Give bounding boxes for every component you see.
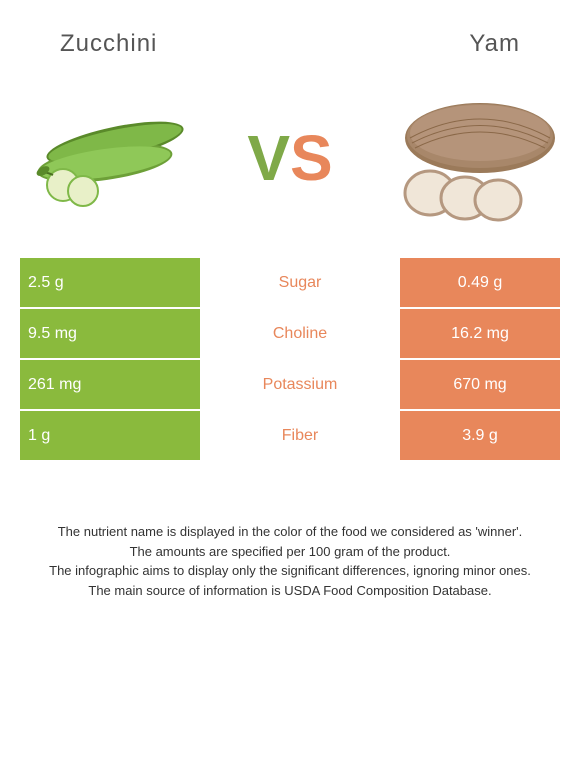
left-value-cell: 1 g (20, 411, 200, 460)
table-row: 1 g Fiber 3.9 g (20, 411, 560, 460)
zucchini-title: Zucchini (60, 30, 157, 58)
left-value-cell: 261 mg (20, 360, 200, 409)
yam-title: Yam (469, 30, 520, 58)
images-row: VS (0, 68, 580, 258)
nutrient-name-cell: Fiber (200, 411, 400, 460)
vs-v-letter: V (247, 121, 290, 195)
nutrient-name-cell: Choline (200, 309, 400, 358)
right-value-cell: 670 mg (400, 360, 560, 409)
footer-line-4: The main source of information is USDA F… (30, 581, 550, 601)
table-row: 2.5 g Sugar 0.49 g (20, 258, 560, 307)
nutrient-name-cell: Potassium (200, 360, 400, 409)
zucchini-image (20, 88, 200, 228)
footer-line-1: The nutrient name is displayed in the co… (30, 522, 550, 542)
nutrient-name-cell: Sugar (200, 258, 400, 307)
header-row: Zucchini Yam (0, 0, 580, 68)
vs-label: VS (247, 121, 332, 195)
left-value-cell: 9.5 mg (20, 309, 200, 358)
yam-image (380, 88, 560, 228)
vs-s-letter: S (290, 121, 333, 195)
right-value-cell: 3.9 g (400, 411, 560, 460)
footer-line-3: The infographic aims to display only the… (30, 561, 550, 581)
nutrient-table: 2.5 g Sugar 0.49 g 9.5 mg Choline 16.2 m… (0, 258, 580, 460)
right-value-cell: 0.49 g (400, 258, 560, 307)
table-row: 9.5 mg Choline 16.2 mg (20, 309, 560, 358)
table-row: 261 mg Potassium 670 mg (20, 360, 560, 409)
footer-notes: The nutrient name is displayed in the co… (0, 462, 580, 600)
right-value-cell: 16.2 mg (400, 309, 560, 358)
left-value-cell: 2.5 g (20, 258, 200, 307)
footer-line-2: The amounts are specified per 100 gram o… (30, 542, 550, 562)
